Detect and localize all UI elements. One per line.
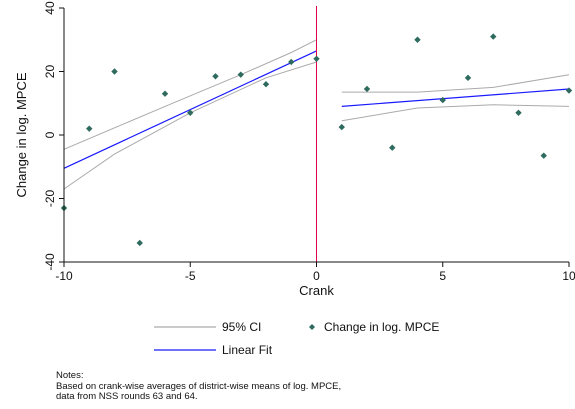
data-point <box>464 74 472 82</box>
legend: 95% CI Change in log. MPCE Linear Fit <box>154 320 439 357</box>
y-axis-title: Change in log. MPCE <box>14 72 29 197</box>
linear-fit-line <box>341 88 570 107</box>
data-point <box>212 73 219 80</box>
plot-area <box>60 6 573 262</box>
chart-notes: Notes: Based on crank-wise averages of d… <box>56 370 342 403</box>
data-point <box>136 239 143 247</box>
ci-lower-line <box>341 104 570 122</box>
x-axis-title: Crank <box>299 283 334 298</box>
data-point <box>338 123 345 131</box>
y-tick-label: -40 <box>43 253 57 271</box>
y-tick-label: -20 <box>43 190 57 208</box>
x-tick-label: -10 <box>55 269 73 283</box>
data-point <box>540 152 547 159</box>
legend-marker-swatch <box>309 324 315 330</box>
ci-upper-line <box>63 39 317 150</box>
x-tick-label: 10 <box>562 269 575 283</box>
legend-label: 95% CI <box>222 320 261 334</box>
legend-label: Linear Fit <box>222 343 273 357</box>
data-point <box>490 33 497 40</box>
data-point <box>187 109 194 116</box>
data-point <box>363 85 371 93</box>
notes-line: Based on crank-wise averages of district… <box>56 380 342 392</box>
data-point <box>237 71 244 78</box>
data-point <box>565 87 573 94</box>
y-tick-label: 0 <box>43 131 57 138</box>
data-point <box>313 55 320 62</box>
y-tick-label: 20 <box>43 65 57 79</box>
data-point <box>86 125 93 132</box>
x-tick-label: -5 <box>185 269 196 283</box>
data-point <box>439 96 446 104</box>
axes: -10 -5 0 5 10 -40 -20 0 20 40 Crank Change in log. … <box>14 1 575 298</box>
notes-line: data from NSS rounds 63 and 64. <box>56 391 198 402</box>
y-tick-label: 40 <box>43 1 57 15</box>
ci-upper-line <box>341 74 570 93</box>
x-tick-label: 5 <box>439 269 446 283</box>
data-point <box>262 81 270 88</box>
ci-lower-line <box>63 61 317 190</box>
data-point <box>414 36 421 43</box>
data-point <box>389 144 396 151</box>
x-tick-label: 0 <box>313 269 320 283</box>
data-point <box>161 90 169 97</box>
legend-label: Change in log. MPCE <box>324 320 439 334</box>
data-point <box>288 58 295 66</box>
notes-line: Notes: <box>56 370 84 381</box>
data-point <box>111 68 118 75</box>
data-point <box>515 109 522 116</box>
